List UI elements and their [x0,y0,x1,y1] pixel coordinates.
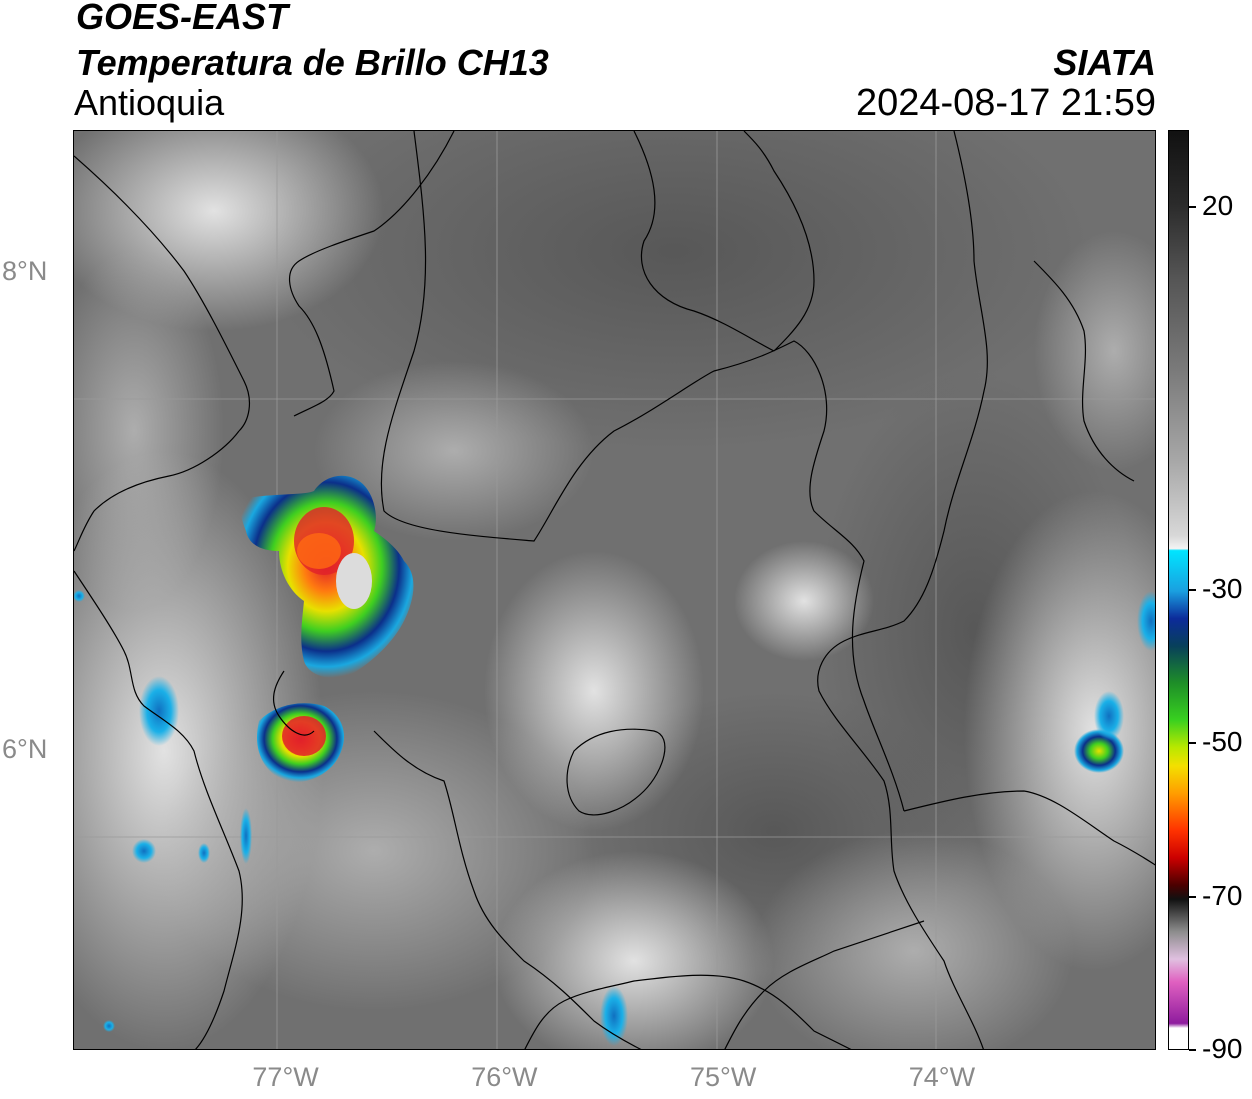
colorbar [1168,130,1189,1050]
lon-label: 77°W [252,1062,319,1092]
region-title: Antioquia [74,82,225,123]
colorbar-tick [1189,742,1196,745]
lon-label: 74°W [908,1062,976,1092]
colorbar-tick [1189,895,1196,898]
satellite-title: GOES-EAST [76,0,289,37]
colorbar-tick [1189,589,1196,591]
colorbar-gradient [1169,131,1188,1049]
datetime-label: 2024-08-17 21:59 [855,82,1156,124]
colorbar-tick [1189,205,1196,208]
colorbar-label: -50 [1202,726,1243,758]
boundaries [74,131,1155,1049]
lon-label: 75°W [689,1062,757,1092]
lat-label: 8°N [2,256,48,287]
lon-label: 76°W [471,1062,538,1092]
product-title: Temperatura de Brillo CH13 [76,42,549,83]
map-frame [73,130,1156,1050]
storm-cells [74,475,1155,1046]
graticule [74,131,1155,1049]
colorbar-label: -70 [1202,879,1243,911]
agency-label: SIATA [1053,42,1156,83]
lat-label: 6°N [2,734,48,765]
colorbar-tick [1189,1049,1196,1051]
colorbar-label: -30 [1202,573,1243,604]
colorbar-label: -90 [1202,1033,1243,1064]
satellite-map [74,131,1155,1049]
colorbar-label: 20 [1202,189,1234,221]
